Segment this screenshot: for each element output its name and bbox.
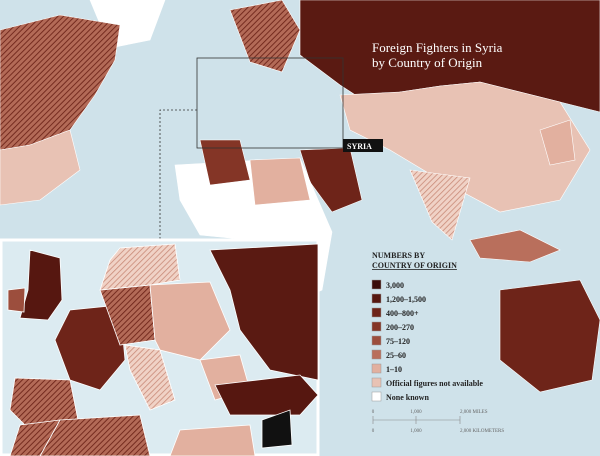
legend-swatch	[371, 391, 382, 402]
scale-bar	[372, 416, 461, 424]
map-subtitle: by Country of Origin	[372, 55, 483, 70]
world-land	[0, 0, 600, 393]
legend-label: Official figures not available	[386, 379, 483, 388]
syria-label: SYRIA	[347, 142, 372, 151]
scale-label: 1,000	[410, 429, 422, 434]
legend-label: 1–10	[386, 365, 402, 374]
legend-title: NUMBERS BY	[372, 251, 425, 260]
map-title: Foreign Fighters in Syria	[372, 40, 503, 55]
legend-swatch	[371, 279, 382, 290]
legend-swatch	[371, 349, 382, 360]
legend-label: 200–270	[386, 323, 414, 332]
legend-swatch	[371, 363, 382, 374]
legend-label: 3,000	[386, 281, 404, 290]
inset	[0, 238, 320, 456]
scale-label: 1,000	[410, 410, 422, 415]
legend: NUMBERS BY COUNTRY OF ORIGIN	[372, 251, 457, 270]
legend-label: 75–120	[386, 337, 410, 346]
legend-label: 400–800+	[386, 309, 419, 318]
scale-label: 2,000 MILES	[460, 410, 488, 415]
legend-swatch	[371, 307, 382, 318]
legend-swatch	[371, 335, 382, 346]
legend-swatch	[371, 293, 382, 304]
inset-connector	[159, 109, 197, 240]
legend-label: 25–60	[386, 351, 406, 360]
scale-label: 0	[372, 429, 375, 434]
inset-frame	[196, 57, 344, 149]
scale-label: 0	[372, 410, 375, 415]
scale-label: 2,000 KILOMETERS	[460, 429, 504, 434]
legend-title: COUNTRY OF ORIGIN	[372, 261, 457, 270]
legend-swatch	[371, 377, 382, 388]
legend-swatch	[371, 321, 382, 332]
legend-label: None known	[386, 393, 429, 402]
syria-label-box	[343, 139, 383, 152]
legend-label: 1,200–1,500	[386, 295, 426, 304]
